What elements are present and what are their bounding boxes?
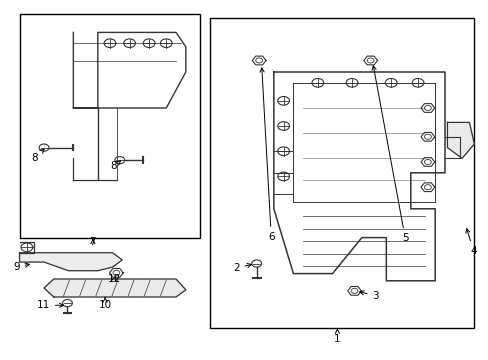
Text: 7: 7	[89, 237, 96, 247]
Text: 8: 8	[110, 161, 120, 171]
Text: 5: 5	[371, 66, 408, 243]
Text: 9: 9	[13, 262, 29, 272]
Polygon shape	[44, 279, 185, 297]
Bar	[210, 18, 473, 328]
Text: 8: 8	[31, 149, 44, 163]
Text: 3: 3	[359, 291, 379, 301]
Polygon shape	[20, 253, 122, 271]
Text: 2: 2	[232, 263, 251, 273]
Text: 4: 4	[465, 229, 476, 256]
Polygon shape	[447, 122, 473, 158]
Text: 12: 12	[108, 274, 121, 284]
Text: 10: 10	[99, 297, 111, 310]
Text: 1: 1	[333, 329, 340, 344]
Bar	[20, 14, 200, 238]
Text: 11: 11	[37, 300, 63, 310]
Text: 6: 6	[260, 68, 274, 242]
